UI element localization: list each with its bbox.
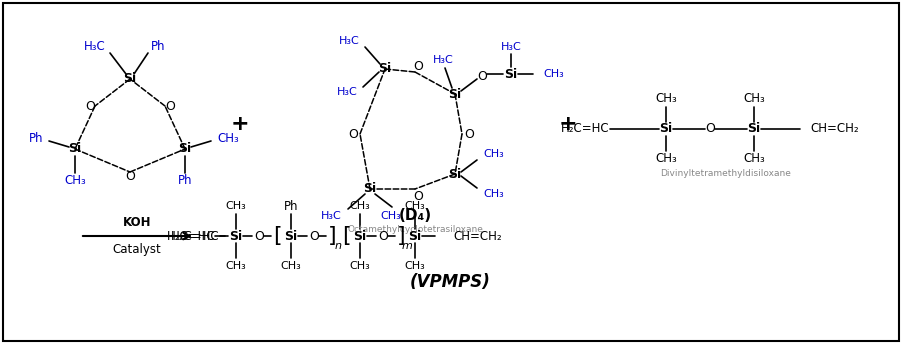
Text: CH₃: CH₃ (405, 261, 426, 271)
Text: Ph: Ph (284, 200, 299, 213)
Text: H₂C=HC: H₂C=HC (171, 229, 220, 243)
Text: Ph: Ph (178, 174, 192, 187)
Text: CH=CH₂: CH=CH₂ (453, 229, 502, 243)
Text: H₃C: H₃C (84, 40, 106, 53)
Text: O: O (464, 128, 474, 140)
Text: O: O (413, 60, 423, 73)
Text: O: O (378, 229, 388, 243)
Text: m: m (401, 241, 412, 251)
Text: H₂C=HC: H₂C=HC (561, 122, 610, 136)
Text: H₃C: H₃C (501, 42, 521, 52)
Text: CH₃: CH₃ (405, 201, 426, 211)
Text: H₂C=HC: H₂C=HC (166, 229, 215, 243)
Text: [: [ (272, 226, 281, 246)
Text: Si: Si (379, 63, 391, 75)
Text: Si: Si (229, 229, 243, 243)
Text: CH₃: CH₃ (743, 93, 765, 106)
Text: CH₃: CH₃ (226, 261, 246, 271)
Text: (VPMPS): (VPMPS) (410, 273, 491, 291)
Text: +: + (558, 114, 577, 134)
Text: CH₃: CH₃ (350, 261, 371, 271)
Text: O: O (85, 99, 95, 112)
Text: KOH: KOH (123, 215, 152, 228)
Text: CH₃: CH₃ (350, 201, 371, 211)
Text: n: n (335, 241, 342, 251)
Text: O: O (254, 229, 264, 243)
Text: Divinyltetramethyldisiloxane: Divinyltetramethyldisiloxane (660, 170, 791, 179)
Text: O: O (125, 171, 135, 183)
Text: Si: Si (179, 142, 191, 155)
Text: Si: Si (748, 122, 760, 136)
Text: CH₃: CH₃ (655, 152, 676, 165)
Text: O: O (705, 122, 715, 136)
Text: H₃C: H₃C (321, 211, 342, 221)
Text: O: O (348, 128, 358, 140)
Text: Si: Si (659, 122, 673, 136)
Text: Si: Si (124, 73, 136, 86)
Text: Ph: Ph (151, 41, 165, 54)
Text: [: [ (342, 226, 350, 246)
Text: CH₃: CH₃ (655, 93, 676, 106)
Text: O: O (309, 229, 319, 243)
Text: ]: ] (327, 226, 336, 246)
Text: O: O (165, 99, 175, 112)
Text: H₃C: H₃C (339, 36, 360, 46)
Text: CH₃: CH₃ (64, 174, 86, 187)
Text: Si: Si (409, 229, 421, 243)
Text: CH₃: CH₃ (226, 201, 246, 211)
Text: Si: Si (284, 229, 298, 243)
Text: CH₃: CH₃ (743, 152, 765, 165)
Text: Si: Si (69, 142, 81, 155)
Text: Si: Si (448, 87, 462, 100)
Text: CH₃: CH₃ (217, 132, 239, 146)
Text: Ph: Ph (29, 132, 43, 146)
Text: O: O (477, 69, 487, 83)
Text: (D₄): (D₄) (399, 208, 431, 224)
Text: CH=CH₂: CH=CH₂ (810, 122, 859, 136)
Text: Si: Si (504, 67, 518, 80)
Text: O: O (413, 190, 423, 203)
Text: CH₃: CH₃ (543, 69, 564, 79)
Text: CH₃: CH₃ (483, 149, 503, 159)
Text: Catalyst: Catalyst (113, 244, 161, 257)
Text: Si: Si (364, 183, 376, 195)
Text: H₃C: H₃C (337, 87, 358, 97)
Text: Si: Si (354, 229, 366, 243)
Text: CH₃: CH₃ (483, 189, 503, 199)
Text: ]: ] (397, 226, 405, 246)
Text: H₃C: H₃C (433, 55, 454, 65)
Text: Octamethylcyclotetrasiloxane: Octamethylcyclotetrasiloxane (347, 226, 483, 235)
Text: CH₃: CH₃ (380, 211, 400, 221)
Text: +: + (231, 114, 249, 134)
Text: CH₃: CH₃ (281, 261, 301, 271)
Text: Si: Si (448, 168, 462, 181)
